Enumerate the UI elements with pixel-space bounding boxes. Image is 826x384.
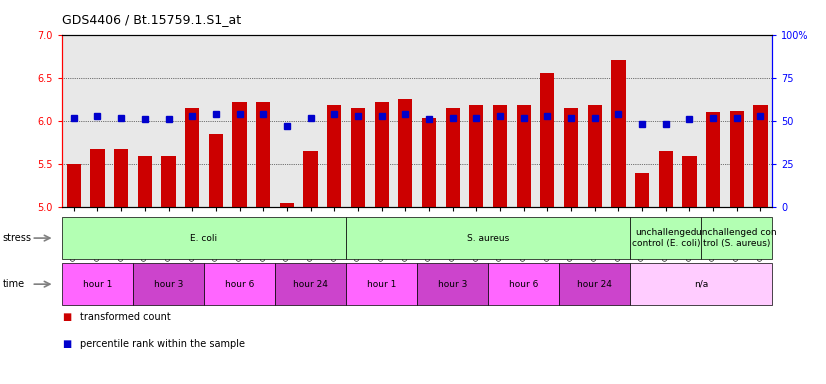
Bar (753, 106, 767, 207)
Text: hour 1: hour 1 (83, 280, 112, 289)
Text: stress: stress (2, 233, 31, 243)
Bar (185, 108, 199, 207)
Bar (90, 149, 105, 207)
Text: hour 24: hour 24 (577, 280, 612, 289)
Bar (161, 156, 176, 207)
Text: hour 6: hour 6 (225, 280, 254, 289)
Text: unchallenged con
trol (S. aureus): unchallenged con trol (S. aureus) (696, 228, 777, 248)
Text: S. aureus: S. aureus (467, 233, 510, 243)
Text: percentile rank within the sample: percentile rank within the sample (80, 339, 245, 349)
Bar (706, 113, 720, 207)
Text: transformed count: transformed count (80, 312, 171, 322)
Text: ■: ■ (62, 339, 71, 349)
Bar (138, 156, 152, 207)
Bar (232, 102, 247, 207)
Bar (67, 164, 81, 207)
Bar (564, 108, 578, 207)
Text: ■: ■ (62, 312, 71, 322)
Text: E. coli: E. coli (191, 233, 217, 243)
Bar (445, 108, 460, 207)
Text: hour 1: hour 1 (367, 280, 396, 289)
Bar (209, 134, 223, 207)
Bar (374, 102, 389, 207)
Text: time: time (2, 279, 25, 289)
Bar (516, 106, 531, 207)
Bar (611, 61, 625, 207)
Bar (303, 151, 318, 207)
Text: hour 24: hour 24 (293, 280, 328, 289)
Bar (114, 149, 128, 207)
Bar (729, 111, 744, 207)
Bar (682, 156, 696, 207)
Bar (280, 203, 294, 207)
Bar (493, 106, 507, 207)
Text: GDS4406 / Bt.15759.1.S1_at: GDS4406 / Bt.15759.1.S1_at (62, 13, 241, 26)
Bar (422, 118, 436, 207)
Bar (351, 108, 365, 207)
Bar (256, 102, 270, 207)
Text: hour 6: hour 6 (509, 280, 539, 289)
Text: hour 3: hour 3 (154, 280, 183, 289)
Text: n/a: n/a (694, 280, 709, 289)
Bar (398, 99, 412, 207)
Bar (587, 106, 602, 207)
Bar (635, 173, 649, 207)
Bar (327, 106, 341, 207)
Bar (658, 151, 673, 207)
Bar (469, 106, 483, 207)
Text: hour 3: hour 3 (438, 280, 468, 289)
Text: unchallenged
control (E. coli): unchallenged control (E. coli) (632, 228, 700, 248)
Bar (540, 73, 554, 207)
